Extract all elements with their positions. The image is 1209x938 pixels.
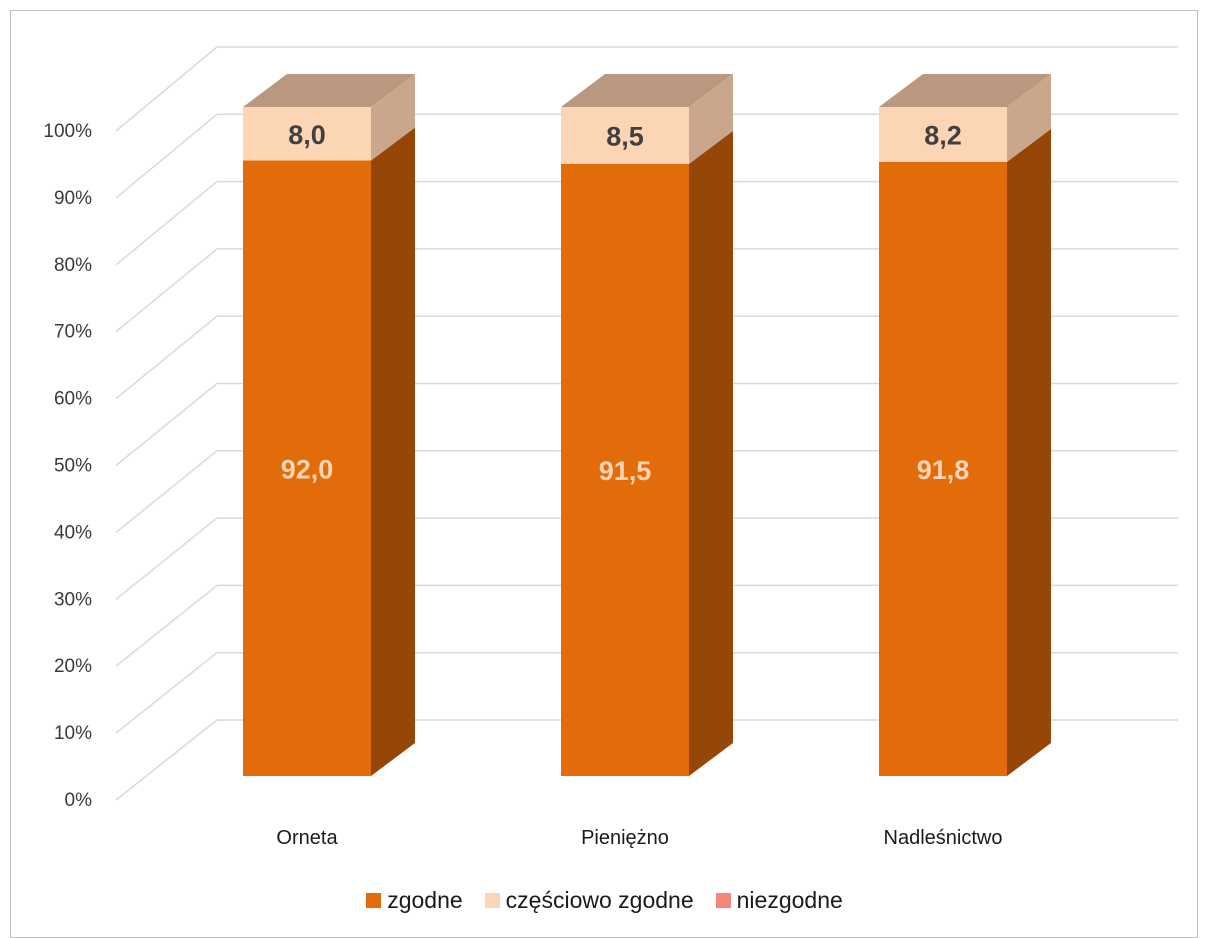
data-labels: 92,0 8,0 91,5 8,5 91,8 8,2 xyxy=(281,120,970,486)
y-tick-label: 80% xyxy=(54,255,92,276)
bar-segment xyxy=(879,107,1007,162)
legend-label: zgodne xyxy=(387,886,463,913)
y-tick-label: 60% xyxy=(54,389,92,410)
y-tick-label: 30% xyxy=(54,589,92,610)
x-tick-label: Nadleśnictwo xyxy=(884,827,1003,849)
y-tick-label: 70% xyxy=(54,322,92,343)
bar-segment xyxy=(243,107,371,161)
y-tick-label: 90% xyxy=(54,188,92,209)
data-label: 8,2 xyxy=(924,120,962,150)
bar-group xyxy=(561,74,733,777)
legend-swatch xyxy=(715,892,731,908)
y-axis: 0% 10% 20% 30% 40% 50% 60% 70% 80% 90% 100% xyxy=(43,121,92,811)
data-label: 92,0 xyxy=(281,454,334,484)
bar-group xyxy=(243,74,415,776)
data-label: 91,8 xyxy=(917,455,970,485)
legend-swatch xyxy=(366,892,382,908)
data-label: 8,0 xyxy=(288,120,326,150)
bar-segment xyxy=(243,160,371,776)
y-tick-label: 50% xyxy=(54,456,92,477)
legend: zgodne częściowo zgodne niezgodne xyxy=(0,880,1209,920)
bar-side xyxy=(689,130,733,777)
data-label: 8,5 xyxy=(606,121,644,151)
bar-segment xyxy=(879,161,1007,776)
legend-item: zgodne xyxy=(366,886,463,914)
x-axis: Orneta Pieniężno Nadleśnictwo xyxy=(276,827,1002,849)
legend-item: niezgodne xyxy=(715,886,843,914)
legend-swatch xyxy=(484,892,500,908)
bar-top xyxy=(879,74,1051,107)
bar-side xyxy=(1007,74,1051,162)
bar-side xyxy=(689,74,733,164)
bar-side xyxy=(371,127,415,776)
bar-segment xyxy=(561,107,689,164)
bar-top xyxy=(561,74,733,107)
bar-segment xyxy=(561,163,689,777)
y-tick-label: 20% xyxy=(54,656,92,677)
data-label: 91,5 xyxy=(599,456,652,486)
gridline xyxy=(115,46,1178,132)
bar-top xyxy=(243,74,415,107)
y-tick-label: 100% xyxy=(43,121,92,142)
bar-side xyxy=(371,74,415,161)
bar-side xyxy=(1007,128,1051,776)
bars xyxy=(243,74,1051,777)
legend-label: częściowo zgodne xyxy=(505,886,694,913)
y-tick-label: 10% xyxy=(54,723,92,744)
y-tick-label: 0% xyxy=(65,790,93,811)
bar-group xyxy=(879,74,1051,776)
legend-label: niezgodne xyxy=(736,886,843,913)
x-tick-label: Pieniężno xyxy=(581,827,669,849)
x-tick-label: Orneta xyxy=(276,827,338,849)
legend-item: częściowo zgodne xyxy=(484,886,694,914)
y-tick-label: 40% xyxy=(54,522,92,543)
